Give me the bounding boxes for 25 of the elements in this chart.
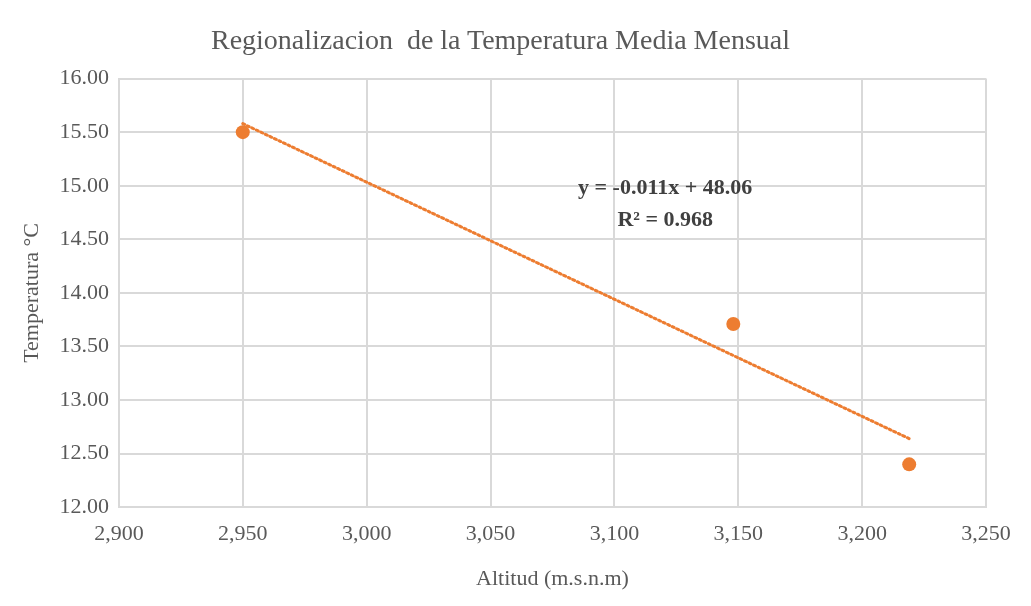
y-tick-label: 12.00 [59,492,109,518]
x-axis-title: Altitud (m.s.n.m) [476,564,629,590]
y-tick-label: 13.50 [59,332,109,358]
annotation: y = -0.011x + 48.06 [578,174,753,200]
y-tick-label: 15.00 [59,171,109,197]
y-tick-label: 12.50 [59,439,109,465]
y-tick-label: 14.50 [59,225,109,251]
x-tick-label: 3,200 [837,520,887,546]
point [726,316,741,331]
x-tick-label: 3,000 [341,520,392,546]
x-tick-label: 2,900 [94,520,144,546]
y-axis-title: Temperatura °C [17,222,43,363]
y-tick-label: 15.50 [59,117,109,143]
annotation: R² = 0.968 [617,206,713,232]
x-tick-label: 3,100 [589,520,640,546]
y-tick-label: 16.00 [59,64,109,90]
point [235,125,250,140]
y-tick-label: 14.00 [59,278,109,304]
x-tick-label: 2,950 [218,520,268,546]
x-tick-label: 3,150 [713,520,764,546]
x-tick-label: 3,050 [465,520,516,546]
chart-title: Regionalizacion de la Temperatura Media Mensual [210,24,791,56]
y-tick-label: 13.00 [59,385,109,411]
point [902,457,917,472]
x-tick-label: 3,250 [961,520,1011,546]
